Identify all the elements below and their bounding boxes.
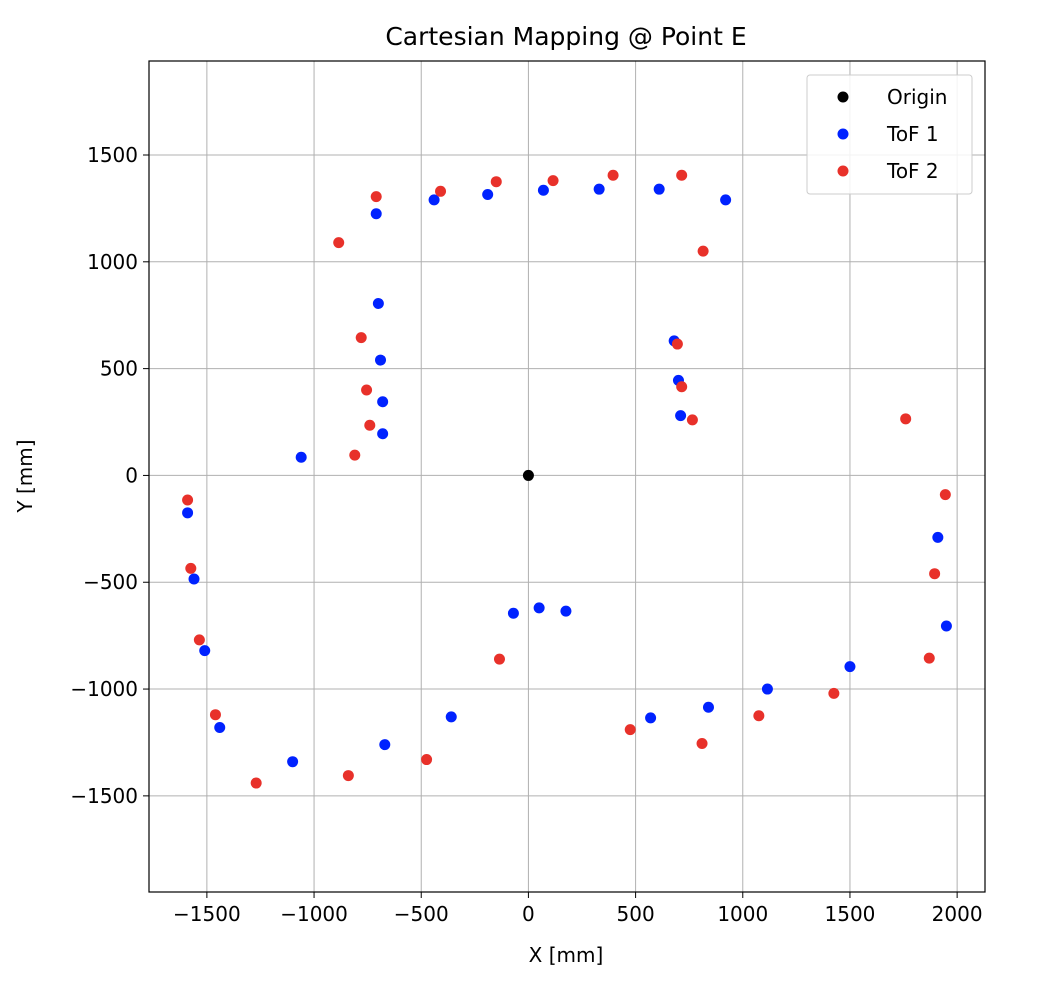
tof-1-point — [932, 531, 944, 543]
tof-1-point — [537, 184, 549, 196]
x-tick-label: 0 — [522, 902, 535, 926]
legend: Origin ToF 1 ToF 2 — [806, 74, 973, 195]
legend-label-tof-1: ToF 1 — [886, 122, 939, 146]
tof-2-point — [370, 191, 382, 203]
tof-2-point — [209, 709, 221, 721]
data-points — [182, 169, 952, 789]
axis-ticks: −1500 −1000 −500 0 500 1000 1500 2000 −1500 −1000… — [70, 143, 982, 926]
tof-1-point — [182, 507, 194, 519]
tof-2-point — [697, 245, 709, 257]
tof-2-point — [900, 413, 912, 425]
tof-1-point — [445, 711, 457, 723]
y-axis-label: Y [mm] — [13, 439, 37, 513]
tof-2-point — [686, 414, 698, 426]
legend-marker-origin — [837, 91, 849, 103]
tof-2-point — [182, 494, 194, 506]
tof-1-point — [379, 739, 391, 751]
tof-1-point — [375, 354, 387, 366]
x-tick-label: 1500 — [825, 902, 876, 926]
y-tick-label: −500 — [83, 570, 138, 594]
tof-1-point — [720, 194, 732, 206]
tof-1-point — [188, 573, 200, 585]
tof-1-point — [702, 701, 714, 713]
tof-1-point — [844, 661, 856, 673]
tof-1-point — [675, 410, 687, 422]
grid — [149, 61, 985, 892]
x-tick-label: 1000 — [717, 902, 768, 926]
tof-1-point — [199, 645, 211, 657]
tof-2-point — [364, 419, 376, 431]
tof-1-point — [645, 712, 657, 724]
tof-2-point — [671, 338, 683, 350]
tof-1-point — [482, 189, 494, 201]
legend-box — [806, 74, 973, 195]
y-tick-label: −1000 — [70, 677, 138, 701]
tof-2-point — [493, 653, 505, 665]
tof-1-point — [295, 451, 307, 463]
x-axis-label: X [mm] — [529, 943, 604, 967]
tof-1-point — [370, 208, 382, 220]
tof-2-point — [923, 652, 935, 664]
chart-title: Cartesian Mapping @ Point E — [385, 22, 746, 51]
tof-2-point — [193, 634, 205, 646]
tof-2-point — [676, 381, 688, 393]
tof-2-point — [929, 568, 941, 580]
tof-2-point — [250, 777, 262, 789]
tof-2-point — [333, 237, 345, 249]
tof-2-point — [828, 687, 840, 699]
x-tick-label: −1000 — [280, 902, 348, 926]
y-tick-label: 1000 — [87, 250, 138, 274]
x-tick-label: −500 — [394, 902, 449, 926]
legend-marker-tof-1 — [837, 128, 849, 140]
tof-1-point — [533, 602, 545, 614]
tof-1-point — [287, 756, 299, 768]
tof-2-point — [547, 175, 559, 187]
legend-label-tof-2: ToF 2 — [886, 159, 939, 183]
tof-1-point — [372, 297, 384, 309]
tof-1-point — [940, 620, 952, 632]
y-tick-label: 0 — [125, 463, 138, 487]
tof-1-point — [593, 183, 605, 195]
tof-1-point — [214, 722, 226, 734]
origin-point — [522, 469, 534, 481]
y-tick-label: −1500 — [70, 784, 138, 808]
tof-2-point — [435, 185, 447, 197]
tof-2-point — [753, 710, 765, 722]
tof-2-point — [185, 562, 197, 574]
tof-1-point — [377, 428, 389, 440]
tof-2-point — [624, 724, 636, 736]
tof-2-point — [355, 332, 367, 344]
tof-1-point — [377, 396, 389, 408]
tof-2-point — [607, 169, 619, 181]
tof-1-point — [560, 605, 572, 617]
legend-label-origin: Origin — [887, 85, 947, 109]
x-tick-label: 2000 — [932, 902, 983, 926]
tof-1-point — [653, 183, 665, 195]
x-tick-label: 500 — [617, 902, 655, 926]
tof-2-point — [342, 770, 354, 782]
plot-frame — [148, 60, 986, 893]
tof-2-point — [361, 384, 373, 396]
tof-2-point — [490, 176, 502, 188]
x-tick-label: −1500 — [173, 902, 241, 926]
y-tick-label: 1500 — [87, 143, 138, 167]
legend-marker-tof-2 — [837, 165, 849, 177]
tof-2-point — [939, 489, 951, 501]
y-tick-label: 500 — [100, 357, 138, 381]
tof-1-point — [761, 683, 773, 695]
tof-1-point — [507, 607, 519, 619]
tof-1-point — [428, 194, 440, 206]
tof-2-point — [696, 738, 708, 750]
tof-2-point — [676, 169, 688, 181]
tof-2-point — [421, 754, 433, 766]
tof-2-point — [349, 449, 361, 461]
